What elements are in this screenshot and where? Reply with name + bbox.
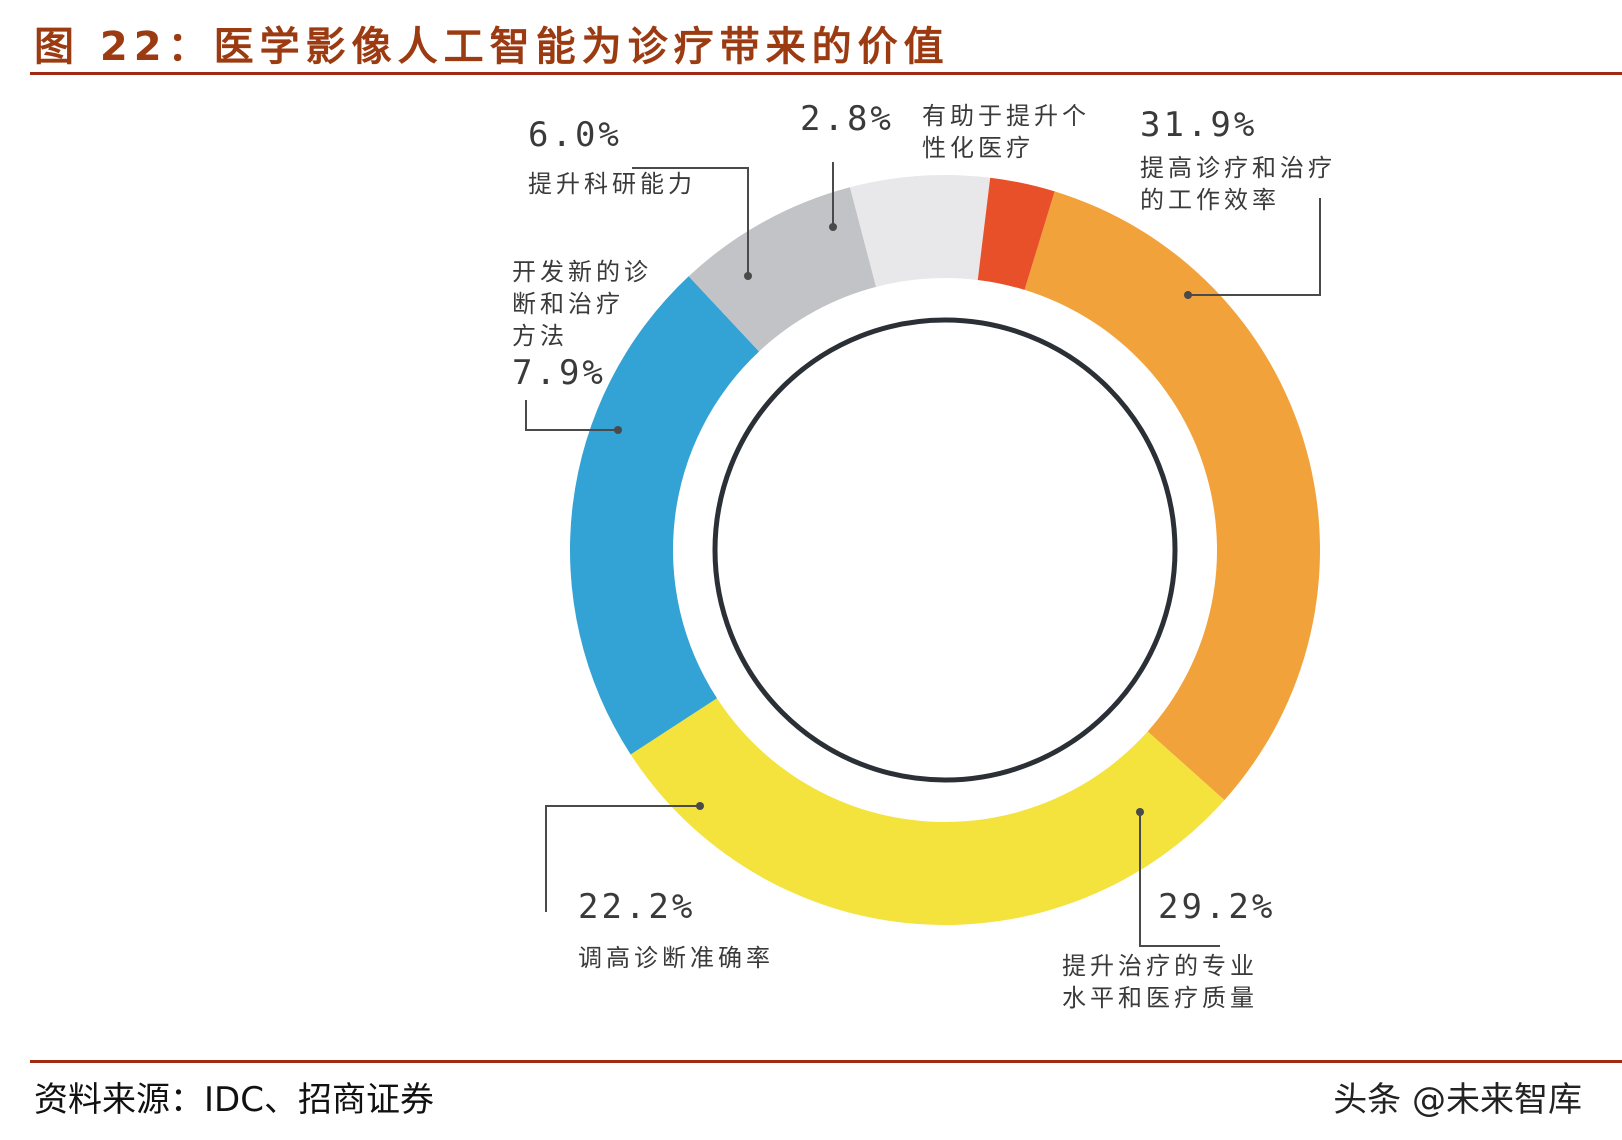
watermark: 头条 @未来智库 bbox=[1333, 1080, 1582, 1120]
leader-line-4 bbox=[525, 400, 618, 431]
leader-dot-1 bbox=[1184, 291, 1192, 299]
category-label-4-line-2: 断和治疗 bbox=[512, 290, 624, 318]
leader-line-2 bbox=[1139, 812, 1220, 947]
category-label-6-line-2: 性化医疗 bbox=[922, 134, 1034, 162]
source-note: 资料来源：IDC、招商证券 bbox=[34, 1080, 434, 1120]
title-divider bbox=[30, 72, 1622, 75]
leader-dot-4 bbox=[614, 426, 622, 434]
leader-line-5 bbox=[632, 167, 749, 276]
data-label-5: 6.0% bbox=[528, 115, 622, 155]
leader-dot-3 bbox=[696, 802, 704, 810]
data-label-2: 29.2% bbox=[1158, 887, 1275, 927]
leader-dot-2 bbox=[1136, 808, 1144, 816]
category-label-5-line-1: 提升科研能力 bbox=[528, 170, 696, 198]
slice-3 bbox=[569, 276, 760, 755]
category-label-2-line-1: 提升治疗的专业 bbox=[1062, 952, 1258, 980]
slice-2 bbox=[630, 698, 1225, 925]
category-label-3-line-1: 调高诊断准确率 bbox=[578, 944, 774, 972]
category-label-2-line-2: 水平和医疗质量 bbox=[1062, 984, 1258, 1012]
category-label-4-line-1: 开发新的诊 bbox=[512, 258, 652, 286]
data-label-3: 22.2% bbox=[578, 887, 695, 927]
leader-dot-6 bbox=[829, 223, 837, 231]
slice-1 bbox=[1024, 191, 1320, 801]
category-label-6-line-1: 有助于提升个 bbox=[922, 102, 1090, 130]
data-label-4: 7.9% bbox=[512, 353, 606, 393]
figure-title: 图 22：医学影像人工智能为诊疗带来的价值 bbox=[34, 24, 950, 70]
data-label-6: 2.8% bbox=[800, 99, 894, 139]
data-label-1: 31.9% bbox=[1140, 105, 1257, 145]
slice-5 bbox=[849, 175, 991, 287]
category-label-1-line-1: 提高诊疗和治疗 bbox=[1140, 154, 1336, 182]
footer-divider bbox=[30, 1060, 1622, 1063]
category-label-4-line-3: 方法 bbox=[512, 322, 568, 350]
leader-dot-5 bbox=[744, 272, 752, 280]
inner-ring bbox=[712, 317, 1178, 783]
leader-line-1 bbox=[1188, 198, 1321, 296]
leader-line-3 bbox=[545, 805, 700, 912]
category-label-1-line-2: 的工作效率 bbox=[1140, 186, 1280, 214]
slice-6 bbox=[977, 177, 1055, 290]
